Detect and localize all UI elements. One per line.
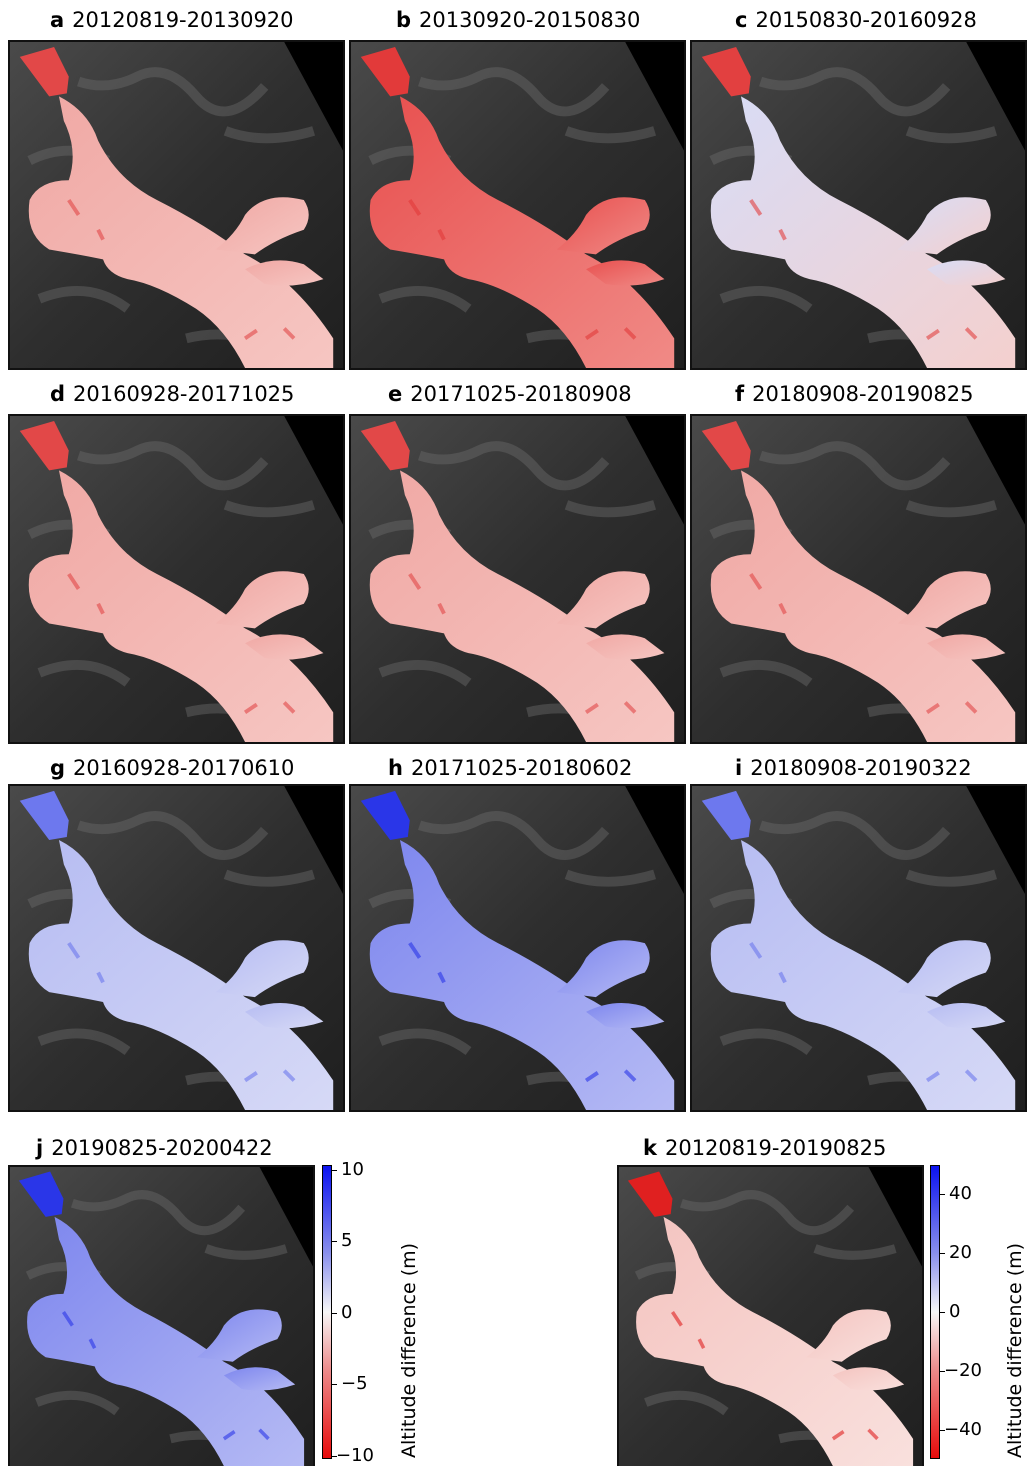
panel-title: a 20120819-20130920 (50, 8, 294, 32)
colorbar-tick-label: 40 (949, 1183, 972, 1204)
map-image (349, 784, 686, 1112)
panel-title: b 20130920-20150830 (396, 8, 641, 32)
map-image (349, 40, 686, 370)
colorbar-tick-label: −5 (341, 1373, 368, 1394)
panel-title: i 20180908-20190322 (735, 756, 972, 780)
colorbar-label: Altitude difference (m) (398, 1242, 420, 1458)
colorbar-tick-label: −40 (944, 1419, 982, 1440)
map-image (8, 40, 345, 370)
map-image (690, 40, 1027, 370)
colorbar-tick-label: 0 (341, 1302, 353, 1323)
panel-title: h 20171025-20180602 (388, 756, 633, 780)
map-image (8, 784, 345, 1112)
map-image (8, 1165, 315, 1466)
map-image (349, 414, 686, 744)
colorbar-label: Altitude difference (m) (1004, 1242, 1026, 1458)
colorbar-tick-label: 5 (341, 1230, 353, 1251)
colorbar-tick-label: 20 (949, 1242, 972, 1263)
colorbar-tick-label: −20 (944, 1360, 982, 1381)
map-image (617, 1165, 924, 1466)
panel-title: g 20160928-20170610 (50, 756, 295, 780)
panel-title: k 20120819-20190825 (643, 1136, 887, 1160)
panel-title: j 20190825-20200422 (36, 1136, 273, 1160)
panel-title: d 20160928-20171025 (50, 382, 295, 406)
colorbar-tick-label: 10 (341, 1159, 364, 1180)
panel-title: e 20171025-20180908 (388, 382, 632, 406)
colorbar (322, 1165, 332, 1459)
colorbar-tick-label: 0 (949, 1301, 961, 1322)
map-image (690, 784, 1027, 1112)
colorbar-tick-label: −10 (336, 1445, 374, 1466)
map-image (8, 414, 345, 744)
panel-title: c 20150830-20160928 (735, 8, 977, 32)
map-image (690, 414, 1027, 744)
panel-title: f 20180908-20190825 (735, 382, 974, 406)
